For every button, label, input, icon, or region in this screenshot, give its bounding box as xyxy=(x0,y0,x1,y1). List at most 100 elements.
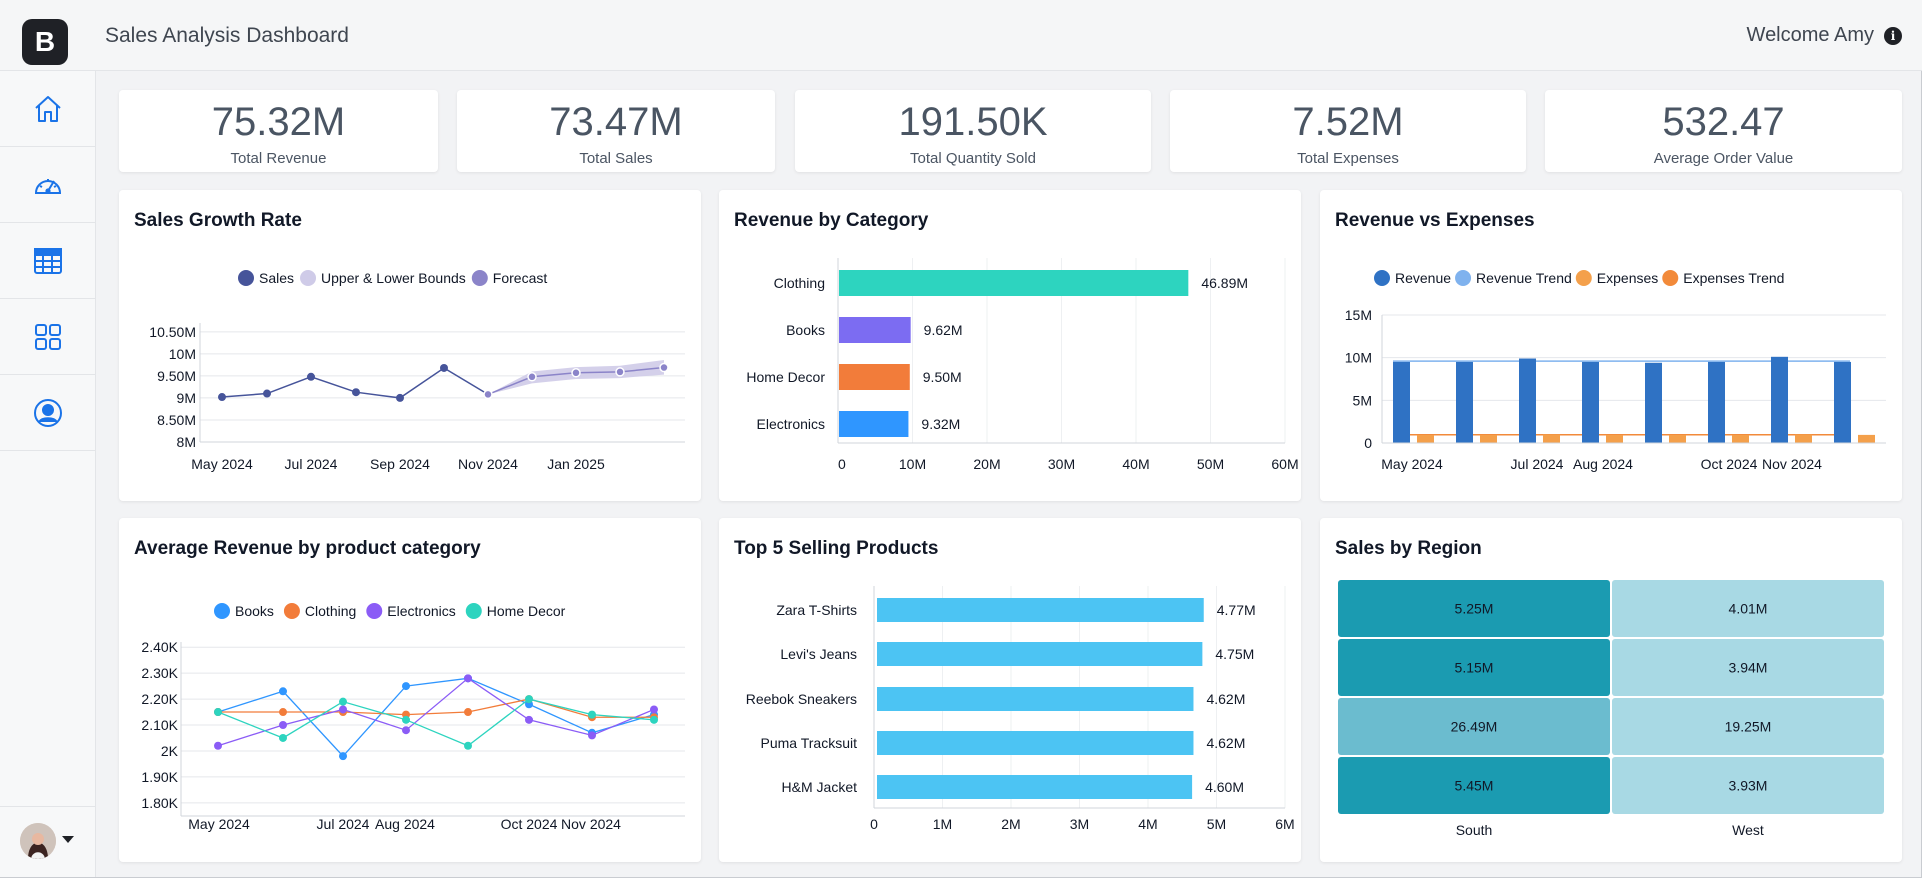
y-tick-label: 2.40K xyxy=(141,639,178,655)
legend-marker xyxy=(465,603,482,619)
series-point xyxy=(525,715,533,724)
sales-point xyxy=(396,393,404,402)
sidebar-item-dashboard[interactable] xyxy=(0,147,95,223)
revenue-vs-expenses-chart: Revenue Revenue Trend Expenses Expenses Tre… xyxy=(1345,270,1886,472)
expenses-bar xyxy=(1606,434,1623,443)
heatmap-cell xyxy=(1338,580,1610,637)
series-point xyxy=(339,752,347,761)
y-tick-label: 8.50M xyxy=(157,412,196,428)
column-label: West xyxy=(1732,822,1764,838)
category-bar xyxy=(839,317,911,343)
user-menu[interactable] xyxy=(0,806,95,877)
bar-value-label: 4.60M xyxy=(1205,779,1244,795)
sales-point xyxy=(307,372,315,381)
heatmap-cell xyxy=(1612,639,1884,696)
kpi-value: 532.47 xyxy=(1662,100,1785,144)
series-point xyxy=(464,708,472,717)
legend-marker xyxy=(214,603,230,619)
welcome-text: Welcome Amy xyxy=(1746,24,1874,46)
kpi-total-revenue: 75.32M Total Revenue xyxy=(119,90,438,172)
x-tick-label: 30M xyxy=(1048,456,1075,472)
top5-products-chart: 0 1M 2M 3M 4M 5M 6M Zara T-Shirts 4.77M Levi's Je… xyxy=(746,586,1295,832)
sales-point xyxy=(352,388,360,397)
x-tick-label: 6M xyxy=(1275,816,1294,832)
series-point xyxy=(464,741,472,750)
kpi-value: 191.50K xyxy=(898,100,1048,144)
legend-label: Home Decor xyxy=(487,603,566,619)
series-line xyxy=(217,677,655,747)
x-tick-label: May 2024 xyxy=(1381,456,1443,472)
kpi-label: Total Revenue xyxy=(230,150,327,167)
heatmap-cell xyxy=(1338,639,1610,696)
kpi-value: 73.47M xyxy=(549,100,683,144)
legend-marker xyxy=(366,603,383,619)
x-tick-label: 0 xyxy=(838,456,846,472)
category-bar xyxy=(839,270,1189,296)
sidebar-item-home[interactable] xyxy=(0,71,95,147)
y-tick-label: 10M xyxy=(1345,350,1372,366)
sidebar-item-table[interactable] xyxy=(0,223,95,299)
sales-point xyxy=(218,393,226,402)
heatmap-cell-label: 26.49M xyxy=(1451,719,1498,735)
bar-value-label: 4.75M xyxy=(1215,646,1254,662)
category-bar xyxy=(839,411,909,437)
x-tick-label: May 2024 xyxy=(188,816,250,832)
legend-label: Electronics xyxy=(387,603,455,619)
page-title: Sales Analysis Dashboard xyxy=(105,24,349,47)
product-bar xyxy=(877,731,1194,755)
legend-label: Revenue Trend xyxy=(1476,270,1572,286)
revenue-bar xyxy=(1771,356,1788,443)
revenue-bar xyxy=(1582,361,1599,443)
x-tick-label: 10M xyxy=(899,456,926,472)
x-tick-label: Sep 2024 xyxy=(370,456,430,472)
category-label: Electronics xyxy=(757,416,825,432)
table-icon xyxy=(33,247,62,274)
kpi-label: Total Quantity Sold xyxy=(910,150,1036,167)
card-sales-growth: Sales Growth Rate Sales Upper & Lower Bou… xyxy=(119,190,701,501)
heatmap-cell-label: 19.25M xyxy=(1725,719,1772,735)
x-tick-label: Jul 2024 xyxy=(1511,456,1564,472)
series-point xyxy=(339,705,347,714)
forecast-point xyxy=(483,389,493,400)
sidebar-item-grid[interactable] xyxy=(0,299,95,375)
sidebar-item-profile[interactable] xyxy=(0,375,95,451)
series-point xyxy=(279,708,287,717)
revenue-by-category-chart: 0 10M 20M 30M 40M 50M 60M Clothing 46.89M Books 9.… xyxy=(746,258,1299,472)
card-revenue-by-category: Revenue by Category 0 10M 20M 30M 40M 50M 60M C… xyxy=(719,190,1301,501)
x-tick-label: 40M xyxy=(1122,456,1149,472)
revenue-bar xyxy=(1519,358,1536,443)
heatmap-cell-label: 4.01M xyxy=(1729,601,1768,617)
info-icon[interactable]: i xyxy=(1884,27,1902,45)
user-circle-icon xyxy=(33,398,62,427)
card-average-revenue: Average Revenue by product category Book… xyxy=(119,518,701,862)
y-tick-label: 9M xyxy=(177,390,196,406)
y-tick-label: 9.50M xyxy=(157,368,196,384)
heatmap-cell xyxy=(1612,580,1884,637)
series-point xyxy=(464,674,472,683)
card-title: Top 5 Selling Products xyxy=(734,538,939,559)
expenses-bar xyxy=(1543,434,1560,443)
logo-icon[interactable]: B xyxy=(22,19,68,65)
card-title: Revenue vs Expenses xyxy=(1335,210,1535,231)
bar-value-label: 9.62M xyxy=(924,322,963,338)
sales-point xyxy=(440,363,448,372)
forecast-point xyxy=(615,367,625,377)
sidebar xyxy=(0,71,96,877)
dashboard-gauge-icon xyxy=(34,178,61,194)
series-point xyxy=(214,708,222,717)
sales-by-region-chart: 5.25M 4.01M 5.15M 3.94M 26.49M 19.25M 5.45M 3.9… xyxy=(1338,580,1884,838)
legend-label: Forecast xyxy=(493,270,548,286)
card-title: Average Revenue by product category xyxy=(134,538,481,559)
chevron-down-icon[interactable] xyxy=(62,836,74,843)
avatar[interactable] xyxy=(20,823,56,859)
x-tick-label: 0 xyxy=(870,816,878,832)
series-point xyxy=(650,705,658,714)
kpi-total-quantity: 191.50K Total Quantity Sold xyxy=(795,90,1151,172)
x-tick-label: Jan 2025 xyxy=(547,456,605,472)
product-label: H&M Jacket xyxy=(782,779,858,795)
expenses-bar xyxy=(1795,434,1812,443)
legend-marker xyxy=(238,270,254,286)
heatmap-cell-label: 5.45M xyxy=(1455,778,1494,794)
home-icon xyxy=(34,95,61,122)
series-point xyxy=(279,721,287,729)
